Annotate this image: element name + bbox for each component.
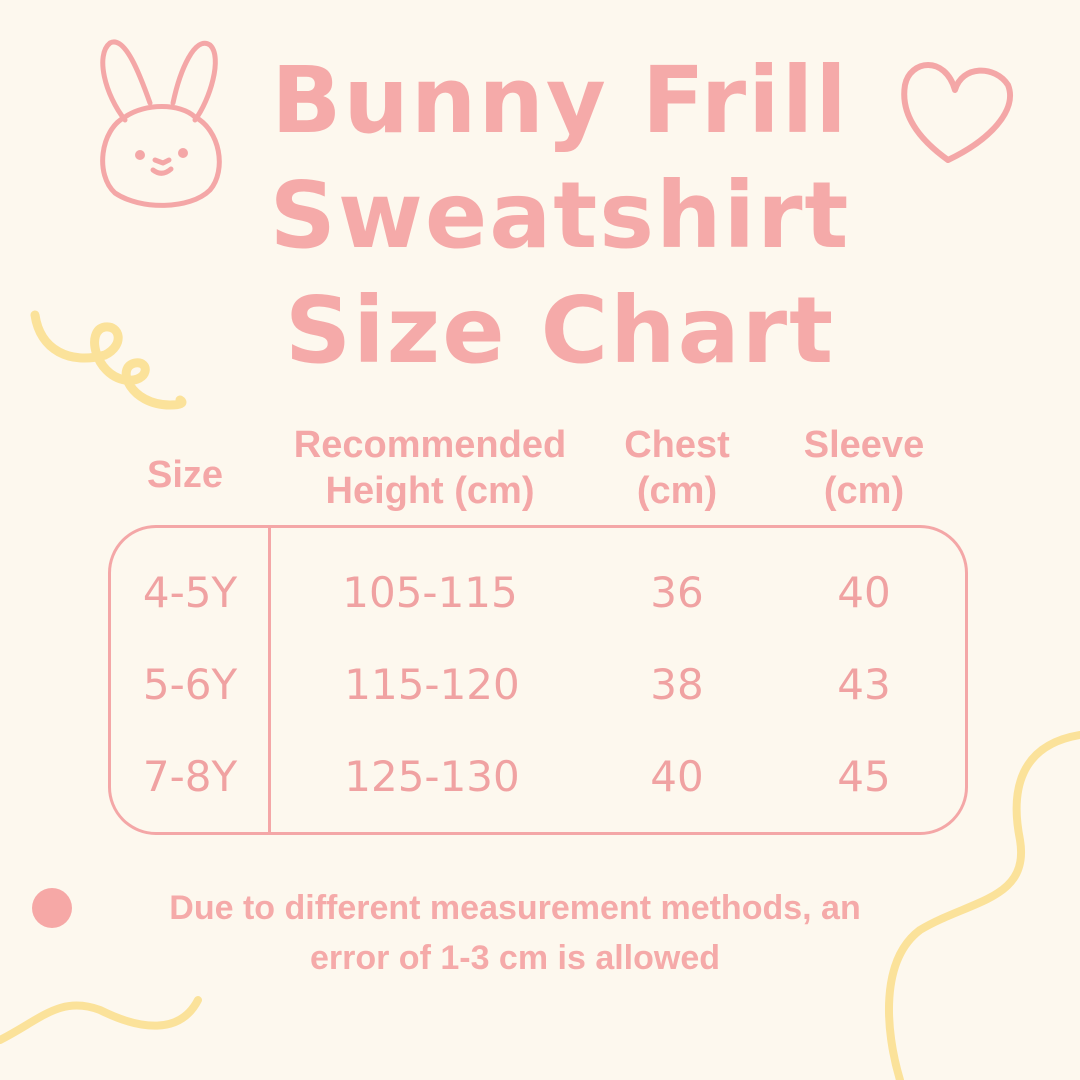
header-sleeve-line-1: Sleeve xyxy=(803,424,925,466)
header-sleeve-line-2: (cm) xyxy=(823,470,905,512)
header-height-line-1: Recommended xyxy=(293,424,567,466)
table-divider xyxy=(268,527,271,835)
cell-sleeve: 43 xyxy=(837,660,891,709)
cell-chest: 36 xyxy=(650,568,704,617)
cell-size: 4-5Y xyxy=(142,568,238,617)
title-line-1: Bunny Frill xyxy=(271,47,849,154)
heart-icon xyxy=(901,62,1013,163)
header-height-line-2: Height (cm) xyxy=(325,470,535,512)
cell-chest: 38 xyxy=(650,660,704,709)
cell-height: 115-120 xyxy=(344,660,520,709)
cell-chest: 40 xyxy=(650,752,704,801)
header-chest-line-1: Chest xyxy=(624,424,730,466)
cell-size: 5-6Y xyxy=(142,660,238,709)
cell-sleeve: 45 xyxy=(837,752,891,801)
wave-decoration-left xyxy=(0,996,202,1044)
dot-decoration xyxy=(32,888,72,928)
size-table xyxy=(108,525,968,835)
squiggle-decoration xyxy=(30,310,187,410)
cell-sleeve: 40 xyxy=(837,568,891,617)
note-line-1: Due to different measurement methods, an xyxy=(169,889,861,927)
cell-height: 105-115 xyxy=(342,568,518,617)
title-line-3: Size Chart xyxy=(284,277,836,384)
cell-size: 7-8Y xyxy=(142,752,238,801)
cell-height: 125-130 xyxy=(344,752,520,801)
header-sleeve: Sleeve (cm) xyxy=(774,422,954,514)
wave-decoration-right xyxy=(884,731,1080,1080)
header-size: Size xyxy=(146,454,224,496)
header-chest-line-2: (cm) xyxy=(636,470,718,512)
note-line-2: error of 1-3 cm is allowed xyxy=(309,939,721,977)
header-height: Recommended Height (cm) xyxy=(290,422,570,514)
header-chest: Chest (cm) xyxy=(587,422,767,514)
title-line-2: Sweatshirt xyxy=(269,162,851,269)
bunny-icon xyxy=(100,39,222,208)
